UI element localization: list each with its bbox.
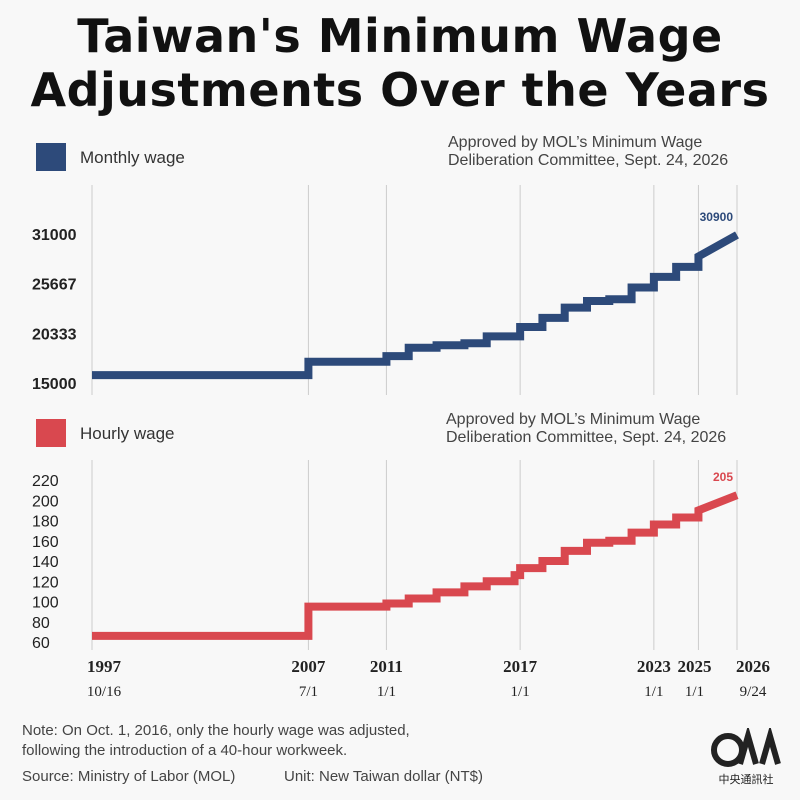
x-tick-year-label: 2007 (291, 657, 326, 676)
hourly-legend-swatch (36, 419, 66, 447)
hourly-ytick-label: 220 (32, 473, 59, 490)
x-tick-date-label: 9/24 (740, 684, 767, 700)
chart-title-line2: Adjustments Over the Years (30, 63, 770, 117)
monthly-approval-note-line1: Approved by MOL’s Minimum Wage (448, 134, 703, 151)
x-tick-year-label: 2025 (677, 657, 711, 676)
x-tick-date-label: 1/1 (377, 684, 396, 700)
monthly-ytick-label: 15000 (32, 376, 77, 393)
x-tick-year-label: 2017 (503, 657, 538, 676)
x-tick-date-label: 10/16 (87, 684, 122, 700)
footer-unit: Unit: New Taiwan dollar (NT$) (284, 768, 483, 785)
x-tick-date-label: 7/1 (299, 684, 318, 700)
footer-note-line2: following the introduction of a 40-hour … (22, 742, 348, 759)
x-tick-year-label: 2026 (736, 657, 770, 676)
cna-logo-mark (737, 725, 781, 765)
monthly-ytick-label: 20333 (32, 326, 77, 343)
monthly-legend-label: Monthly wage (80, 148, 185, 167)
monthly-ytick-label: 31000 (32, 227, 77, 244)
hourly-approval-note-line2: Deliberation Committee, Sept. 24, 2026 (446, 429, 727, 446)
footer-note-line1: Note: On Oct. 1, 2016, only the hourly w… (22, 722, 410, 739)
hourly-ytick-label: 80 (32, 615, 50, 632)
hourly-ytick-label: 100 (32, 595, 59, 612)
x-tick-date-label: 1/1 (644, 684, 663, 700)
monthly-approval-note: Approved by MOL’s Minimum Wage Deliberat… (448, 134, 728, 170)
chart-title-line1: Taiwan's Minimum Wage (77, 9, 723, 63)
monthly-approval-note-line2: Deliberation Committee, Sept. 24, 2026 (448, 152, 729, 169)
hourly-ytick-label: 200 (32, 493, 59, 510)
hourly-ytick-label: 160 (32, 534, 59, 551)
cna-logo-ring (711, 733, 745, 767)
hourly-ytick-label: 120 (32, 574, 59, 591)
hourly-approval-note-line1: Approved by MOL’s Minimum Wage (446, 411, 701, 428)
hourly-end-value-label: 205 (713, 470, 733, 484)
hourly-ytick-label: 60 (32, 635, 50, 652)
hourly-legend-label: Hourly wage (80, 424, 175, 443)
hourly-wage-series-line (92, 491, 739, 640)
hourly-ytick-label: 180 (32, 514, 59, 531)
monthly-wage-series-line (92, 231, 739, 380)
footer-source: Source: Ministry of Labor (MOL) (22, 768, 236, 785)
cna-logo: 中央通訊社 (706, 725, 786, 793)
monthly-end-value-label: 30900 (700, 210, 734, 224)
monthly-legend-swatch (36, 143, 66, 171)
x-tick-year-label: 2011 (370, 657, 403, 676)
monthly-ytick-label: 25667 (32, 277, 77, 294)
x-tick-date-label: 1/1 (511, 684, 530, 700)
cna-logo-text: 中央通訊社 (719, 772, 774, 786)
hourly-approval-note: Approved by MOL’s Minimum Wage Deliberat… (446, 411, 726, 447)
x-tick-year-label: 1997 (87, 657, 122, 676)
x-tick-year-label: 2023 (637, 657, 671, 676)
x-tick-date-label: 1/1 (685, 684, 704, 700)
hourly-ytick-label: 140 (32, 554, 59, 571)
